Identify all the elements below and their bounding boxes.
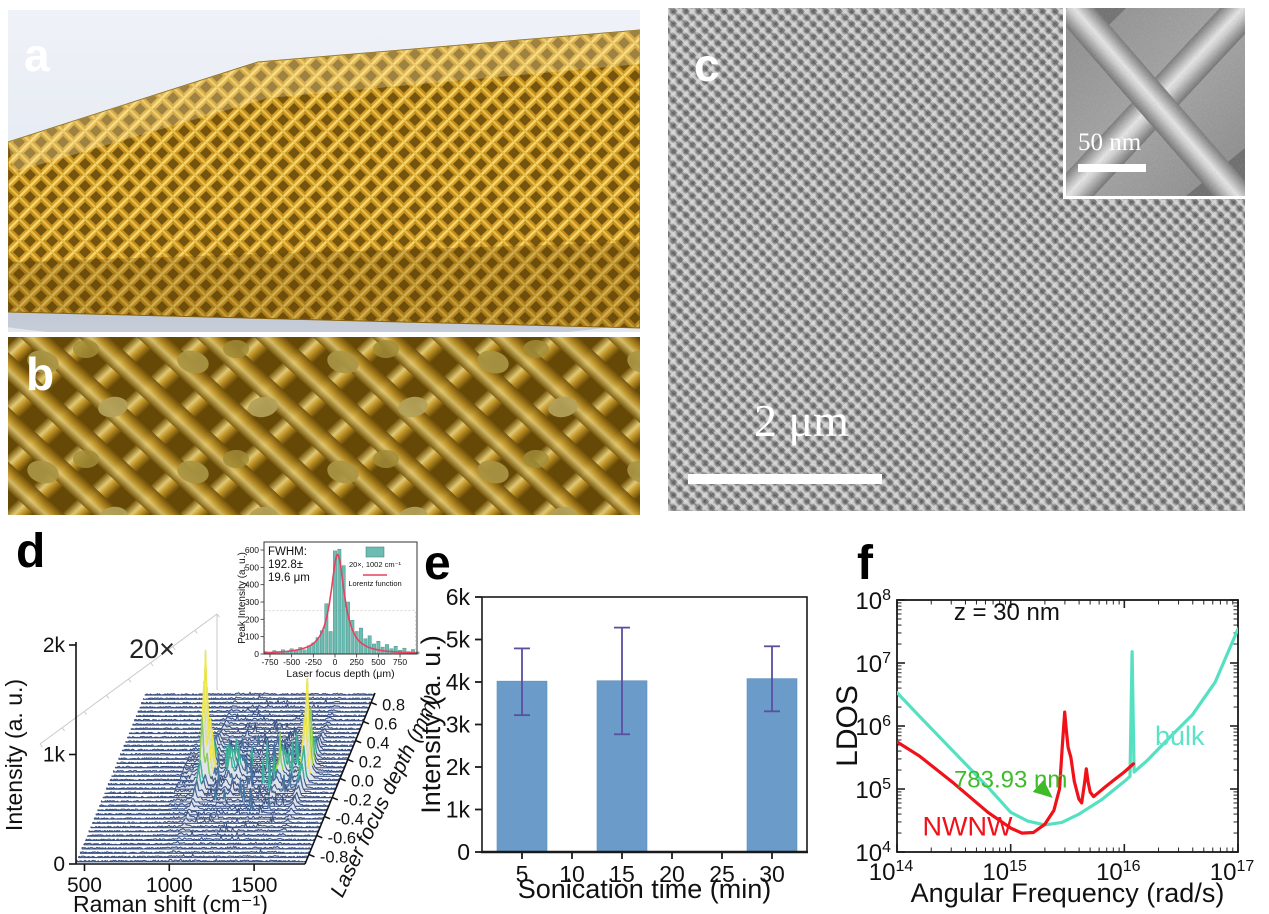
panel-label-a: a [24, 29, 50, 81]
svg-text:0: 0 [53, 853, 65, 876]
svg-text:500: 500 [371, 657, 385, 667]
svg-text:400: 400 [245, 580, 259, 590]
svg-text:300: 300 [245, 597, 259, 607]
svg-text:250: 250 [350, 657, 364, 667]
svg-text:20: 20 [659, 861, 685, 887]
panel-label-d: d [16, 525, 46, 578]
svg-text:107: 107 [855, 650, 891, 678]
svg-text:1500: 1500 [231, 874, 278, 897]
y-axis-label: Intensity (a. u.) [1, 679, 27, 831]
sonication-bar-chart: 5 10 15 20 25 30 0 1k 2k 3k 4k 5k 6k Sonication time … [420, 584, 808, 904]
legend-line-label: Lorentz function [348, 579, 401, 588]
svg-text:2k: 2k [446, 754, 471, 780]
x-axis-label: Angular Frequency (rad/s) [911, 878, 1225, 908]
svg-text:1000: 1000 [146, 874, 193, 897]
svg-text:0: 0 [254, 649, 259, 659]
svg-text:750: 750 [393, 657, 407, 667]
svg-text:10: 10 [559, 861, 585, 887]
fwhm-annotation: 19.6 μm [268, 572, 310, 584]
inset-y-label: Peak Intensity (a. u.) [237, 552, 248, 644]
svg-text:30: 30 [759, 861, 785, 887]
svg-text:6k: 6k [446, 584, 471, 610]
magnification-annotation: 20× [129, 634, 175, 664]
svg-text:-0.6: -0.6 [328, 830, 356, 848]
panel-f-ldos-plot: 1014 1015 1016 1017 104 105 106 107 108 z = 30 nm… [835, 530, 1269, 914]
svg-text:108: 108 [855, 587, 891, 615]
svg-text:-750: -750 [261, 657, 278, 667]
scale-bar-2um [688, 474, 882, 484]
panel-label-c: c [694, 39, 720, 91]
annotation: z = 30 nm [954, 599, 1060, 626]
annotation: NWNW [922, 812, 1012, 842]
wavelength-marker [1032, 779, 1053, 798]
svg-text:105: 105 [855, 776, 891, 804]
nanowire-cross-illustration [1066, 8, 1245, 196]
svg-text:-0.8: -0.8 [320, 849, 348, 867]
svg-text:2k: 2k [43, 634, 66, 657]
legend-bars-label: 20×, 1002 cm⁻¹ [349, 560, 402, 569]
panel-label-e: e [424, 537, 451, 590]
scale-bar-2um-label: 2 μm [754, 395, 849, 446]
svg-text:1k: 1k [43, 744, 66, 767]
panel-label-f: f [857, 537, 873, 590]
panel-a-gold-lattice-render: a [8, 10, 640, 332]
svg-text:0: 0 [333, 657, 338, 667]
svg-text:200: 200 [245, 614, 259, 624]
svg-text:5k: 5k [446, 627, 471, 653]
svg-text:0: 0 [457, 839, 470, 865]
gold-nanowire-illustration [8, 337, 640, 515]
svg-text:4k: 4k [446, 669, 471, 695]
svg-text:100: 100 [245, 632, 259, 642]
inset-scale-bar-50nm [1078, 164, 1146, 172]
series-NWNW [897, 710, 1135, 835]
svg-text:1k: 1k [446, 797, 471, 823]
svg-text:15: 15 [609, 861, 635, 887]
panel-d-raman-waterfall: 500 1000 1500 Raman shift (cm⁻¹) 0 1k 2k Intens… [0, 520, 442, 914]
inset-x-label: Laser focus depth (μm) [286, 668, 394, 680]
panel-c-sem-image: c 2 μm [668, 8, 1245, 511]
svg-text:-0.4: -0.4 [335, 811, 363, 829]
lorentz-fit-curve [264, 553, 417, 654]
y-axis-label: Intensity (a. u.) [420, 635, 446, 814]
svg-text:0.6: 0.6 [374, 716, 397, 734]
x-axis-label: Sonication time (min) [518, 874, 772, 904]
svg-text:25: 25 [709, 861, 735, 887]
svg-text:500: 500 [245, 562, 259, 572]
svg-text:-500: -500 [283, 657, 300, 667]
svg-text:0.2: 0.2 [359, 754, 382, 772]
svg-text:5: 5 [516, 861, 529, 887]
panel-label-b: b [26, 348, 55, 400]
y-axis-label: LDOS [835, 685, 864, 767]
x-axis-label: Raman shift (cm⁻¹) [73, 891, 268, 914]
svg-text:0.4: 0.4 [367, 735, 390, 753]
annotation: bulk [1155, 721, 1205, 751]
svg-text:500: 500 [67, 874, 102, 897]
svg-text:600: 600 [245, 545, 259, 555]
svg-text:0.0: 0.0 [351, 773, 374, 791]
series-bulk [897, 627, 1238, 827]
svg-text:3k: 3k [446, 712, 471, 738]
sem-inset-image: 50 nm [1063, 8, 1245, 199]
gold-lattice-illustration [8, 10, 640, 332]
fwhm-annotation: 192.8± [268, 559, 303, 571]
panel-e-sonication-bar-chart: 5 10 15 20 25 30 0 1k 2k 3k 4k 5k 6k Sonication time … [420, 530, 830, 914]
fwhm-annotation: FWHM: [268, 546, 307, 558]
svg-text:0.8: 0.8 [382, 697, 405, 715]
svg-text:-250: -250 [305, 657, 322, 667]
svg-text:1016: 1016 [1096, 858, 1141, 886]
svg-text:-0.2: -0.2 [343, 792, 371, 810]
annotation: 783.93 nm [954, 767, 1067, 794]
inset-scale-bar-50nm-label: 50 nm [1078, 129, 1142, 156]
panel-b-nanowire-closeup-render: b [8, 337, 640, 515]
